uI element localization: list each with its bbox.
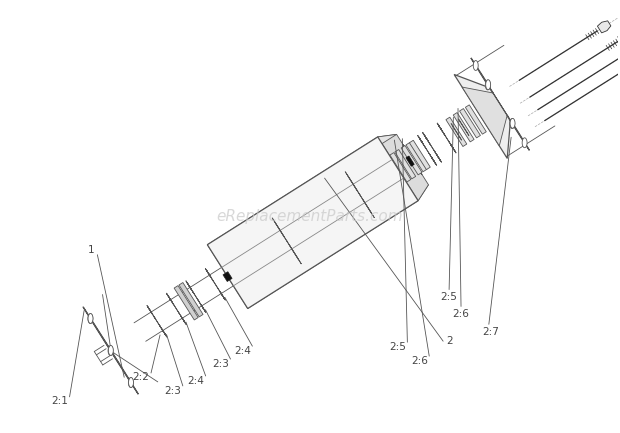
Polygon shape <box>348 176 357 191</box>
Polygon shape <box>406 156 414 166</box>
Polygon shape <box>522 138 527 148</box>
Polygon shape <box>207 134 397 245</box>
Polygon shape <box>473 61 478 71</box>
Polygon shape <box>492 91 508 117</box>
Polygon shape <box>437 123 456 153</box>
Polygon shape <box>128 378 133 388</box>
Polygon shape <box>466 105 486 134</box>
Polygon shape <box>147 305 167 337</box>
Polygon shape <box>418 135 436 165</box>
Polygon shape <box>248 185 428 309</box>
Text: 2:2: 2:2 <box>133 372 149 382</box>
Polygon shape <box>409 140 430 170</box>
Polygon shape <box>618 32 620 43</box>
Polygon shape <box>345 171 360 195</box>
Polygon shape <box>360 194 374 218</box>
Polygon shape <box>446 117 467 146</box>
Polygon shape <box>128 378 133 388</box>
Text: 2: 2 <box>446 336 453 346</box>
Polygon shape <box>462 72 520 146</box>
Polygon shape <box>83 307 138 394</box>
Polygon shape <box>179 282 203 317</box>
Polygon shape <box>362 198 372 213</box>
Text: 2:7: 2:7 <box>482 327 499 337</box>
Polygon shape <box>390 152 411 182</box>
Polygon shape <box>92 321 130 380</box>
Text: 2:5: 2:5 <box>389 342 406 352</box>
Polygon shape <box>459 109 481 138</box>
Polygon shape <box>510 118 515 128</box>
Polygon shape <box>458 119 469 136</box>
Text: 2:4: 2:4 <box>234 346 251 356</box>
Polygon shape <box>403 145 422 174</box>
Polygon shape <box>401 145 422 175</box>
Polygon shape <box>510 119 515 129</box>
Polygon shape <box>286 240 301 264</box>
Text: 2:3: 2:3 <box>164 386 181 396</box>
Polygon shape <box>485 80 490 90</box>
Polygon shape <box>598 21 611 33</box>
Polygon shape <box>422 132 441 162</box>
Polygon shape <box>108 346 113 355</box>
Polygon shape <box>88 313 93 323</box>
Text: 2:1: 2:1 <box>51 396 68 406</box>
Polygon shape <box>378 134 428 201</box>
Polygon shape <box>207 242 258 309</box>
Polygon shape <box>207 137 418 309</box>
Polygon shape <box>105 342 116 359</box>
Text: 2:6: 2:6 <box>453 309 469 320</box>
Polygon shape <box>108 346 113 355</box>
Text: 2:5: 2:5 <box>441 292 458 303</box>
Polygon shape <box>451 123 462 140</box>
Polygon shape <box>406 142 427 172</box>
Text: 2:3: 2:3 <box>212 359 229 369</box>
Polygon shape <box>223 272 232 281</box>
Polygon shape <box>88 313 93 323</box>
Text: 2:4: 2:4 <box>187 376 204 386</box>
Polygon shape <box>453 113 474 142</box>
Polygon shape <box>166 293 187 325</box>
Polygon shape <box>272 218 287 241</box>
Polygon shape <box>174 286 198 320</box>
Polygon shape <box>102 337 119 364</box>
Text: eReplacementParts.com: eReplacementParts.com <box>216 209 404 224</box>
Polygon shape <box>186 281 206 313</box>
Polygon shape <box>454 58 529 158</box>
Text: 2:6: 2:6 <box>411 356 428 366</box>
Polygon shape <box>485 80 490 90</box>
Polygon shape <box>275 222 285 237</box>
Text: 1: 1 <box>88 245 95 255</box>
Polygon shape <box>205 268 226 300</box>
Polygon shape <box>289 245 299 260</box>
Polygon shape <box>395 149 415 179</box>
